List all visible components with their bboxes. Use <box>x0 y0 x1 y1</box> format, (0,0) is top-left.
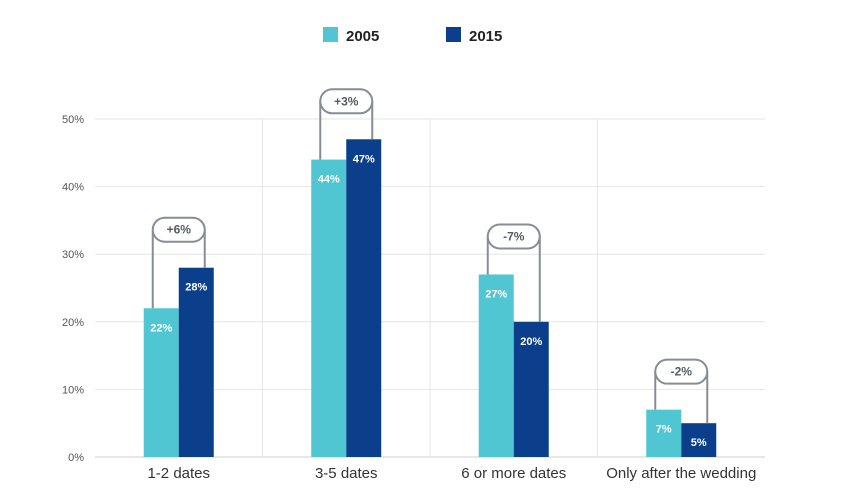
difference-label-2: +3% <box>334 94 359 108</box>
difference-pill-1 <box>151 216 206 243</box>
difference-brackets: +6% +3% -7% -2% <box>151 88 709 424</box>
x-tick-label-2: 3-5 dates <box>315 465 378 482</box>
data-label-2005-3: 27% <box>485 288 507 300</box>
data-label-2015-1: 28% <box>185 282 207 294</box>
legend-label-2015: 2015 <box>469 28 502 45</box>
y-tick-label-4: 40% <box>62 182 84 194</box>
y-tick-label-5: 50% <box>62 114 84 126</box>
legend-swatch-2005 <box>323 27 338 42</box>
difference-label-4: -2% <box>671 365 693 379</box>
x-tick-label-4: Only after the wedding <box>606 465 756 482</box>
difference-pill-2 <box>319 88 374 115</box>
y-tick-label-3: 30% <box>62 249 84 261</box>
legend-label-2005: 2005 <box>346 28 379 45</box>
y-tick-label-2: 20% <box>62 317 84 329</box>
bars: 22% 28% 44% 47% 27% 20% 7% 5% <box>143 139 717 457</box>
bar-2015-1 <box>178 267 214 457</box>
x-tick-label-1: 1-2 dates <box>147 465 210 482</box>
x-tick-label-3: 6 or more dates <box>461 465 566 482</box>
bar-2015-4 <box>681 423 717 457</box>
bar-2005-4 <box>646 409 682 457</box>
data-label-2015-2: 47% <box>353 153 375 165</box>
difference-pill-4 <box>654 358 709 385</box>
difference-label-3: -7% <box>503 229 525 243</box>
difference-label-1: +6% <box>167 223 192 237</box>
legend-swatch-2015 <box>446 27 461 42</box>
x-axis: 1-2 dates 3-5 dates 6 or more dates Only af… <box>147 465 756 482</box>
bar-2015-2 <box>346 139 382 457</box>
data-label-2005-1: 22% <box>150 322 172 334</box>
y-tick-label-0: 0% <box>68 452 84 464</box>
data-label-2015-4: 5% <box>691 437 707 449</box>
data-label-2005-4: 7% <box>656 424 672 436</box>
y-axis: 0% 10% 20% 30% 40% 50% <box>62 114 84 464</box>
difference-pill-3 <box>486 223 541 250</box>
data-label-2005-2: 44% <box>318 174 340 186</box>
bar-2005-3 <box>478 274 514 457</box>
y-tick-label-1: 10% <box>62 384 84 396</box>
data-label-2015-3: 20% <box>520 336 542 348</box>
legend: 2005 2015 <box>323 27 502 45</box>
bar-2005-2 <box>311 159 347 457</box>
bar-2015-3 <box>513 321 549 457</box>
bar-2005-1 <box>143 308 179 457</box>
